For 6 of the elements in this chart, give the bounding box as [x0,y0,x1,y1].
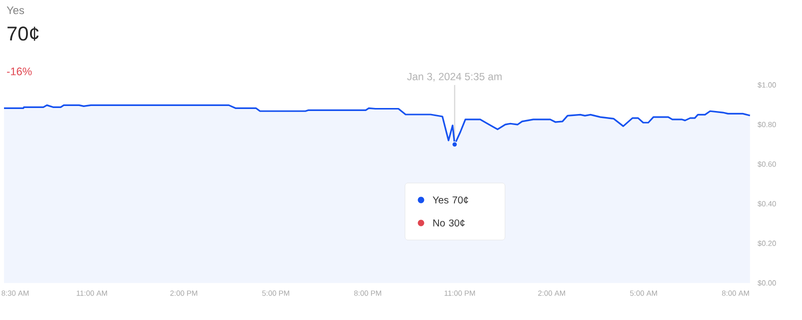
annotation: No 30¢ [433,219,465,227]
annotation: Yes 70¢ [432,196,468,204]
text: Jan 3, 2024 5:35 am [407,72,502,82]
chart-subtitle: 70¢ [8,26,39,41]
text: -16% [7,68,32,76]
chart-title: Yes [6,6,24,14]
